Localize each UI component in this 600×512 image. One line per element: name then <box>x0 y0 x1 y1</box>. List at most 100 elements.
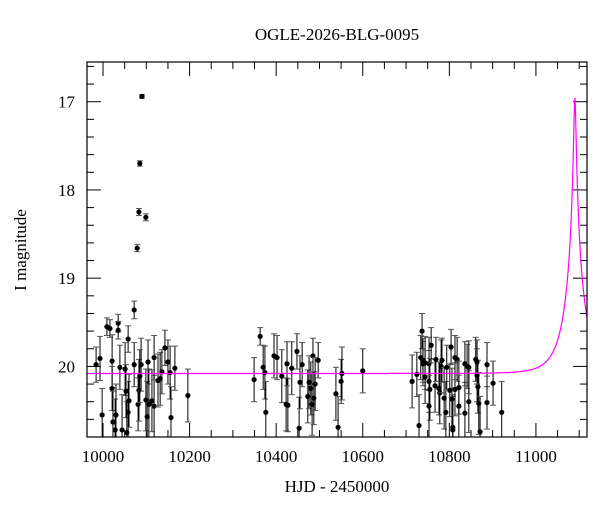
y-tick-label: 17 <box>58 93 76 112</box>
data-point <box>125 325 132 353</box>
point-marker <box>143 214 149 220</box>
data-point <box>136 349 143 404</box>
point-marker <box>311 395 317 401</box>
point-marker <box>172 365 178 371</box>
point-marker <box>279 373 285 379</box>
point-marker <box>257 333 263 340</box>
data-point <box>359 348 366 394</box>
point-marker <box>432 383 438 389</box>
data-point <box>416 394 423 437</box>
point-marker <box>143 397 149 403</box>
data-point <box>103 317 110 337</box>
data-point <box>184 368 191 423</box>
point-marker <box>466 399 472 405</box>
data-point <box>115 320 122 340</box>
point-marker <box>137 373 143 379</box>
point-marker <box>139 93 145 100</box>
point-marker <box>115 327 121 333</box>
data-point <box>134 244 141 253</box>
data-points <box>93 93 505 437</box>
data-point <box>419 312 426 350</box>
data-point <box>99 387 106 437</box>
point-marker <box>419 328 425 334</box>
point-marker <box>107 325 113 332</box>
point-marker <box>447 387 453 393</box>
point-marker <box>131 362 137 368</box>
point-marker <box>151 354 157 361</box>
point-marker <box>360 368 366 374</box>
point-marker <box>315 357 321 363</box>
point-marker <box>409 378 415 385</box>
data-point <box>455 374 462 437</box>
point-marker <box>456 403 462 409</box>
point-marker <box>450 427 456 433</box>
data-point <box>426 357 433 421</box>
data-point <box>432 336 439 382</box>
y-axis-label: I magnitude <box>11 209 30 291</box>
point-marker <box>251 377 257 383</box>
point-marker <box>414 371 420 377</box>
x-tick-label: 10800 <box>428 447 471 466</box>
point-marker <box>93 362 99 368</box>
point-marker <box>466 364 472 370</box>
data-point <box>448 328 455 366</box>
y-tick-label: 20 <box>58 357 75 376</box>
point-marker <box>477 429 483 435</box>
point-marker <box>263 409 269 415</box>
data-point <box>274 335 281 381</box>
point-marker <box>428 342 434 348</box>
data-point <box>136 160 143 167</box>
data-point <box>113 383 120 437</box>
point-marker <box>484 399 490 406</box>
data-point <box>109 365 116 412</box>
point-marker <box>125 336 131 342</box>
data-point <box>278 349 285 404</box>
point-marker <box>112 427 118 433</box>
point-marker <box>137 160 143 167</box>
point-marker <box>165 359 171 365</box>
point-marker <box>284 361 290 367</box>
point-marker <box>426 403 432 409</box>
point-marker <box>109 385 115 392</box>
point-marker <box>499 409 505 415</box>
tick-labels: 10000 10200 10400 10600 10800 11000 17 18 19 20 <box>58 93 557 466</box>
point-marker <box>123 388 129 394</box>
data-point <box>171 345 178 391</box>
data-point <box>125 373 132 428</box>
point-marker <box>119 427 125 433</box>
point-marker <box>125 409 131 415</box>
y-tick-label: 18 <box>58 181 75 200</box>
data-point <box>257 327 264 346</box>
data-point <box>122 342 129 397</box>
data-point <box>335 395 342 437</box>
point-marker <box>443 409 449 415</box>
data-point <box>315 342 322 379</box>
point-marker <box>138 362 144 368</box>
point-marker <box>452 386 458 392</box>
data-point <box>498 380 505 437</box>
data-point <box>490 360 497 406</box>
data-point <box>119 394 126 437</box>
x-tick-label: 10200 <box>168 447 211 466</box>
data-point <box>271 333 278 379</box>
point-marker <box>149 398 155 404</box>
point-marker <box>168 414 174 421</box>
data-point <box>312 357 319 412</box>
point-marker <box>110 419 116 425</box>
data-point <box>142 213 149 222</box>
data-point <box>251 357 258 403</box>
point-marker <box>416 422 422 429</box>
point-marker <box>117 364 123 370</box>
point-marker <box>312 381 318 387</box>
data-point <box>465 340 472 395</box>
point-marker <box>335 424 341 430</box>
point-marker <box>299 362 305 368</box>
data-point <box>293 333 300 370</box>
data-point <box>422 350 429 404</box>
point-marker <box>151 403 157 409</box>
data-point <box>461 381 468 437</box>
data-point <box>138 93 145 100</box>
data-point <box>284 341 290 387</box>
point-marker <box>131 307 137 313</box>
